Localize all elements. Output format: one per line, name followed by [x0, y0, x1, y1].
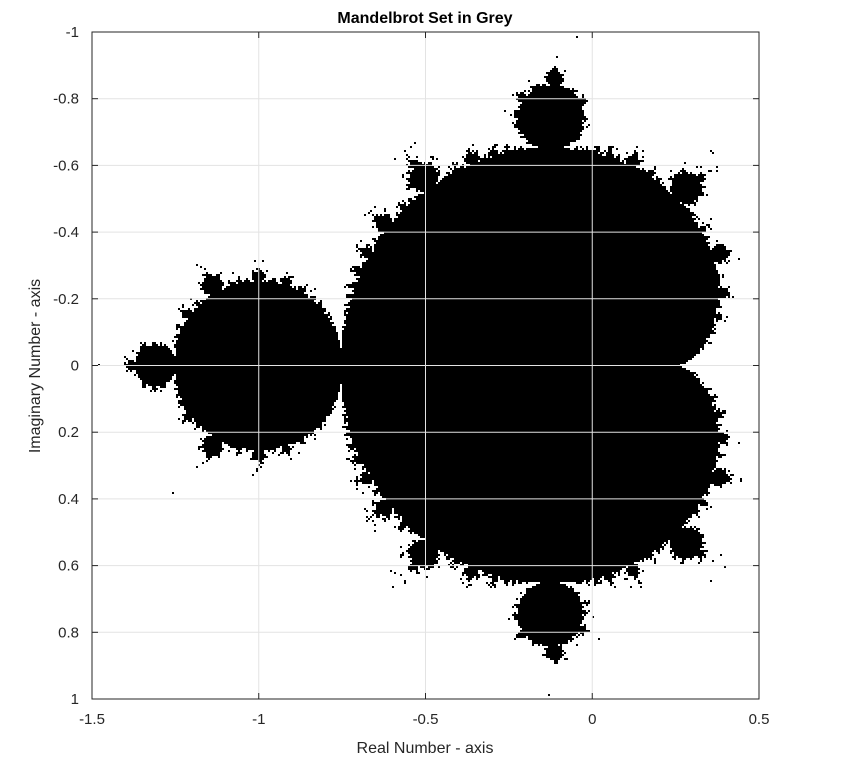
x-tick-label: -1: [252, 711, 265, 728]
y-tick-label: 0.4: [58, 491, 79, 508]
x-tick-label: 0.5: [749, 711, 770, 728]
y-tick-label: 0: [71, 358, 79, 375]
y-tick-label: -0.6: [53, 157, 79, 174]
y-tick-label: 0.6: [58, 558, 79, 575]
x-tick-label: 0: [588, 711, 596, 728]
x-tick-label: -1.5: [79, 711, 105, 728]
x-tick-label: -0.5: [413, 711, 439, 728]
y-tick-label: -0.4: [53, 224, 79, 241]
y-tick-label: -0.2: [53, 291, 79, 308]
grid: [92, 32, 759, 699]
chart-title: Mandelbrot Set in Grey: [337, 10, 512, 27]
y-tick-label: 0.8: [58, 624, 79, 641]
axes: -1.5 -1 -0.5 0 0.5 -1 -0.8 -0.6 -0.4 -0.2 0 0.2 0.4 0…: [53, 24, 769, 728]
y-tick-label: -0.8: [53, 91, 79, 108]
y-axis-label: Imaginary Number - axis: [27, 279, 44, 453]
y-tick-label: 0.2: [58, 424, 79, 441]
y-tick-label: -1: [66, 24, 79, 41]
x-axis-label: Real Number - axis: [357, 740, 494, 757]
y-tick-label: 1: [71, 691, 79, 708]
